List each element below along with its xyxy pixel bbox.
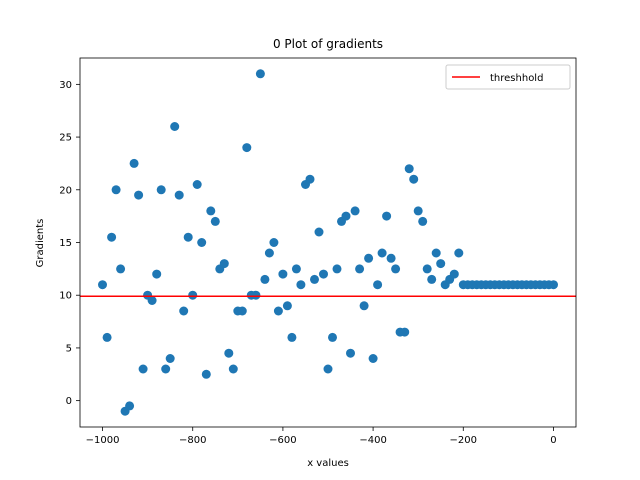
data-point <box>391 264 401 274</box>
data-point <box>152 269 162 279</box>
data-point <box>319 269 328 279</box>
data-point <box>346 348 355 358</box>
data-point <box>449 269 459 279</box>
data-point <box>98 280 107 290</box>
data-point <box>228 364 238 374</box>
data-point <box>224 348 234 358</box>
chart-title: 0 Plot of gradients <box>273 37 383 51</box>
data-point <box>129 158 139 168</box>
y-tick-label: 0 <box>66 396 72 407</box>
x-tick-label: −600 <box>269 435 296 446</box>
data-point <box>156 185 166 195</box>
data-point <box>197 238 207 247</box>
data-point <box>413 206 423 216</box>
data-point <box>332 264 342 274</box>
data-point <box>161 364 171 374</box>
data-point <box>116 264 126 274</box>
data-point <box>242 143 252 153</box>
data-point <box>287 332 297 342</box>
data-point <box>102 332 112 342</box>
data-point <box>201 369 211 379</box>
data-point <box>409 174 419 184</box>
data-point <box>192 180 202 189</box>
data-point <box>310 274 319 284</box>
data-point <box>219 259 229 269</box>
data-point <box>323 364 333 374</box>
data-point <box>125 401 135 411</box>
data-point <box>206 206 216 216</box>
data-point <box>454 248 464 258</box>
y-tick-label: 15 <box>59 238 72 249</box>
data-point <box>183 232 193 242</box>
data-point <box>134 190 144 200</box>
x-tick-label: −1000 <box>86 435 120 446</box>
y-ticks: 0 5 10 15 20 25 30 <box>59 80 80 407</box>
data-point <box>373 280 383 290</box>
data-point <box>418 216 428 226</box>
legend-threshold-label: threshhold <box>490 73 543 84</box>
data-point <box>404 164 414 174</box>
data-point <box>382 211 392 221</box>
data-point <box>210 216 220 226</box>
data-point <box>264 248 274 258</box>
data-point <box>364 253 374 263</box>
data-point <box>359 301 369 311</box>
x-tick-label: −800 <box>179 435 206 446</box>
data-point <box>138 364 148 374</box>
data-point <box>291 264 301 274</box>
data-point <box>341 211 351 221</box>
data-point <box>165 354 175 363</box>
data-point <box>282 301 292 311</box>
x-axis-label: x values <box>307 458 349 469</box>
y-tick-label: 20 <box>59 185 72 196</box>
data-point <box>170 122 180 131</box>
y-axis-label: Gradients <box>35 219 46 268</box>
data-point <box>188 290 198 300</box>
data-point <box>431 248 441 258</box>
data-point <box>273 306 283 316</box>
data-point <box>355 264 365 274</box>
y-tick-label: 5 <box>66 343 72 354</box>
data-point <box>328 332 337 342</box>
data-point <box>269 238 279 247</box>
data-point <box>400 327 410 337</box>
data-point <box>386 253 396 263</box>
data-point <box>377 248 387 258</box>
data-point <box>296 280 306 290</box>
legend-box <box>445 64 571 90</box>
x-ticks: −1000 −800 −600 −400 −200 0 <box>86 427 557 446</box>
plot-area <box>80 69 576 416</box>
data-point <box>260 274 270 284</box>
data-point <box>436 259 446 269</box>
data-point <box>107 232 117 242</box>
data-point <box>251 290 261 300</box>
data-point <box>237 306 247 316</box>
data-point <box>314 227 324 237</box>
data-point <box>147 296 157 305</box>
data-point <box>549 280 558 290</box>
data-point <box>350 206 360 216</box>
y-tick-label: 10 <box>59 291 72 302</box>
x-tick-label: 0 <box>550 435 556 446</box>
data-point <box>179 306 189 316</box>
data-point <box>278 269 288 279</box>
x-tick-label: −200 <box>450 435 477 446</box>
data-point <box>427 274 437 284</box>
data-point <box>422 264 432 274</box>
data-point <box>368 354 378 363</box>
data-point <box>174 190 184 200</box>
x-tick-label: −400 <box>359 435 386 446</box>
data-point <box>305 174 315 184</box>
y-tick-label: 25 <box>59 133 72 144</box>
legend: threshhold <box>445 64 571 90</box>
y-tick-label: 30 <box>59 80 72 91</box>
data-point <box>255 69 265 79</box>
data-point <box>111 185 121 195</box>
